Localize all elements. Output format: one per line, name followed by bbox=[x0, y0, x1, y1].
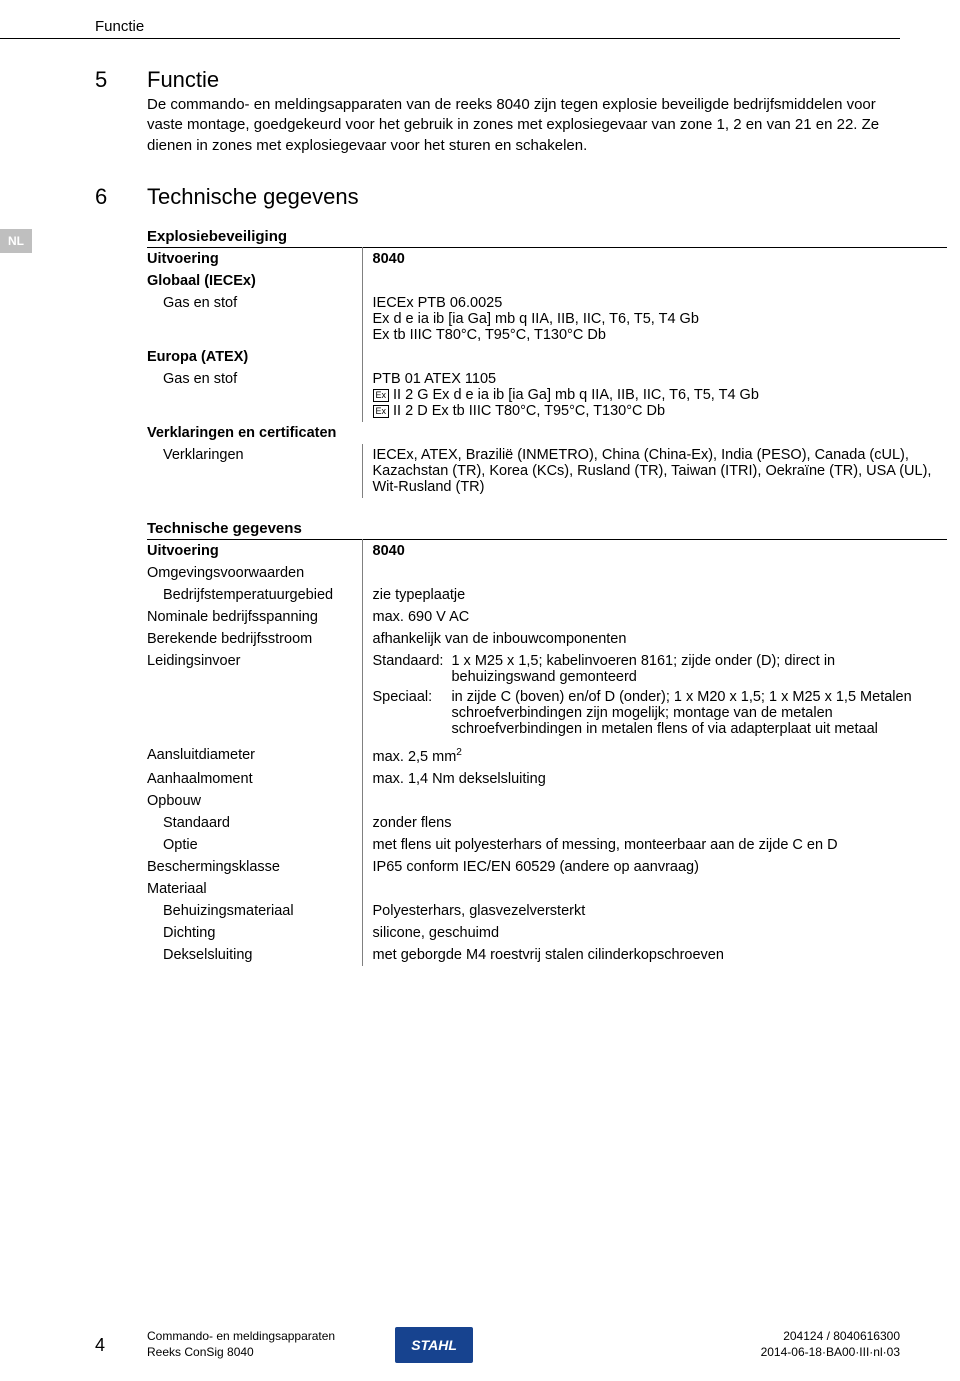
row-value: IECEx, ATEX, Brazilië (INMETRO), China (… bbox=[362, 444, 947, 498]
section-number: 6 bbox=[95, 184, 147, 210]
row-label: Gas en stof bbox=[147, 368, 362, 422]
row-label: Globaal (IECEx) bbox=[147, 270, 362, 292]
row-label: Beschermingsklasse bbox=[147, 856, 362, 878]
row-value: Polyesterhars, glasvezelversterkt bbox=[362, 900, 947, 922]
footer-left: Commando- en meldingsapparaten Reeks Con… bbox=[147, 1329, 335, 1360]
row-label: Uitvoering bbox=[147, 247, 362, 270]
row-value: Standaard:1 x M25 x 1,5; kabelinvoeren 8… bbox=[362, 650, 947, 744]
row-value: silicone, geschuimd bbox=[362, 922, 947, 944]
row-value: IECEx PTB 06.0025 Ex d e ia ib [ia Ga] m… bbox=[362, 292, 947, 346]
footer-right: 204124 / 8040616300 2014-06-18·BA00·III·… bbox=[761, 1329, 900, 1360]
row-label: Gas en stof bbox=[147, 292, 362, 346]
ex-mark-icon: Ex bbox=[373, 389, 390, 402]
row-value: afhankelijk van de inbouwcomponenten bbox=[362, 628, 947, 650]
row-value: PTB 01 ATEX 1105 ExII 2 G Ex d e ia ib [… bbox=[362, 368, 947, 422]
table-heading-explosion: Explosiebeveiliging bbox=[95, 228, 900, 245]
row-value bbox=[362, 562, 947, 584]
row-value: max. 1,4 Nm dekselsluiting bbox=[362, 768, 947, 790]
row-label: Behuizingsmateriaal bbox=[147, 900, 362, 922]
row-value: zie typeplaatje bbox=[362, 584, 947, 606]
row-label: Aanhaalmoment bbox=[147, 768, 362, 790]
row-value bbox=[362, 790, 947, 812]
stahl-logo: STAHL bbox=[395, 1327, 473, 1363]
table-explosion-protection: Uitvoering 8040 Globaal (IECEx) Gas en s… bbox=[147, 247, 947, 498]
section-title: Functie bbox=[147, 67, 219, 93]
row-label: Nominale bedrijfsspanning bbox=[147, 606, 362, 628]
section-6: 6 Technische gegevens bbox=[95, 184, 900, 210]
row-label: Uitvoering bbox=[147, 539, 362, 562]
row-label: Optie bbox=[147, 834, 362, 856]
row-label: Opbouw bbox=[147, 790, 362, 812]
row-value: met flens uit polyesterhars of messing, … bbox=[362, 834, 947, 856]
row-label: Standaard bbox=[147, 812, 362, 834]
row-label: Materiaal bbox=[147, 878, 362, 900]
row-label: Verklaringen en certificaten bbox=[147, 422, 947, 444]
row-value: 8040 bbox=[362, 247, 947, 270]
row-value: met geborgde M4 roestvrij stalen cilinde… bbox=[362, 944, 947, 966]
row-value bbox=[362, 878, 947, 900]
row-label: Berekende bedrijfsstroom bbox=[147, 628, 362, 650]
row-label: Europa (ATEX) bbox=[147, 346, 362, 368]
row-label: Leidingsinvoer bbox=[147, 650, 362, 744]
row-label: Bedrijfstemperatuur­gebied bbox=[147, 584, 362, 606]
row-label: Aansluitdiameter bbox=[147, 744, 362, 768]
row-label: Dichting bbox=[147, 922, 362, 944]
section-body: De commando- en meldingsapparaten van de… bbox=[95, 95, 900, 156]
page-number: 4 bbox=[95, 1335, 147, 1356]
running-header: Functie bbox=[0, 18, 900, 39]
row-value: 8040 bbox=[362, 539, 947, 562]
row-value: max. 690 V AC bbox=[362, 606, 947, 628]
row-label: Dekselsluiting bbox=[147, 944, 362, 966]
ex-mark-icon: Ex bbox=[373, 405, 390, 418]
row-value: IP65 conform IEC/EN 60529 (andere op aan… bbox=[362, 856, 947, 878]
table-technical-data: Uitvoering 8040 Omgevingsvoor­waarden Be… bbox=[147, 539, 947, 966]
language-tab: NL bbox=[0, 229, 32, 253]
row-label: Omgevingsvoor­waarden bbox=[147, 562, 362, 584]
page-footer: 4 Commando- en meldingsapparaten Reeks C… bbox=[0, 1327, 900, 1363]
row-value bbox=[362, 270, 947, 292]
section-title: Technische gegevens bbox=[147, 184, 359, 210]
section-number: 5 bbox=[95, 67, 147, 93]
row-value: max. 2,5 mm2 bbox=[362, 744, 947, 768]
row-label: Verklaringen bbox=[147, 444, 362, 498]
section-5: 5 Functie De commando- en meldingsappara… bbox=[95, 67, 900, 156]
table-heading-tech: Technische gegevens bbox=[95, 520, 900, 537]
row-value bbox=[362, 346, 947, 368]
row-value: zonder flens bbox=[362, 812, 947, 834]
